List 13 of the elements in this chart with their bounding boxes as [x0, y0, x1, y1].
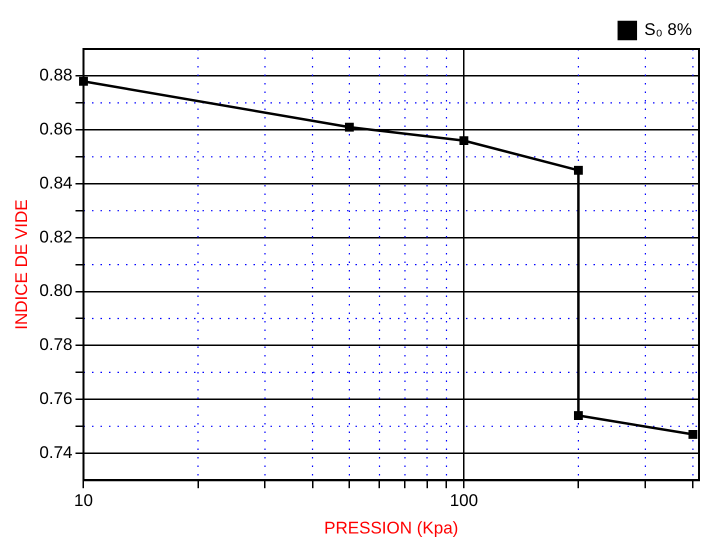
y-tick-label: 0.80: [39, 281, 72, 300]
y-axis-title: INDICE DE VIDE: [12, 199, 31, 330]
y-tick-label: 0.88: [39, 66, 72, 85]
y-tick-label: 0.86: [39, 120, 72, 139]
y-tick-label: 0.76: [39, 389, 72, 408]
y-tick-label: 0.74: [39, 442, 72, 462]
y-tick-label: 0.78: [39, 335, 72, 354]
x-tick-label: 10: [74, 491, 93, 510]
y-tick-label: 0.82: [39, 227, 72, 246]
legend-label: S₀ 8%: [644, 20, 692, 40]
x-tick-label: 100: [450, 491, 478, 510]
x-axis-title: PRESSION (Kpa): [324, 518, 458, 538]
y-tick-label: 0.84: [39, 173, 72, 192]
